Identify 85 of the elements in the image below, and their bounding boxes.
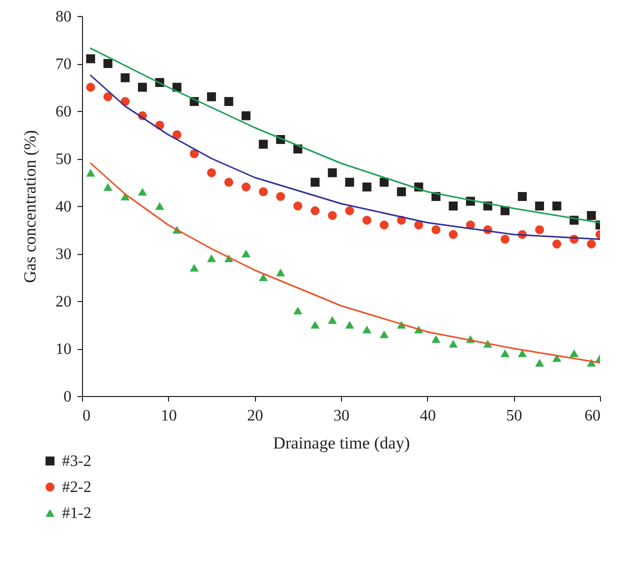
point bbox=[500, 234, 510, 244]
point bbox=[293, 306, 302, 314]
y-tick-label: 0 bbox=[64, 388, 72, 406]
point bbox=[120, 73, 130, 82]
point bbox=[380, 220, 389, 230]
point bbox=[535, 358, 544, 367]
y-tick-label: 60 bbox=[56, 104, 72, 120]
point bbox=[242, 111, 251, 120]
line-series bbox=[90, 162, 600, 364]
point bbox=[242, 182, 251, 192]
point bbox=[448, 202, 458, 210]
point bbox=[207, 92, 216, 102]
line-series bbox=[90, 74, 600, 240]
point bbox=[518, 192, 527, 201]
y-tick-label: 30 bbox=[56, 246, 72, 263]
point bbox=[258, 273, 268, 282]
point bbox=[500, 349, 510, 358]
point bbox=[362, 216, 372, 225]
legend-label: #2-2 bbox=[62, 479, 92, 496]
y-axis-title: Gas concentration (%) bbox=[20, 130, 40, 283]
x-tick-label: 40 bbox=[420, 408, 436, 424]
point bbox=[362, 326, 372, 334]
point bbox=[276, 192, 286, 201]
point bbox=[586, 211, 596, 220]
point bbox=[155, 202, 164, 210]
y-tick-label: 10 bbox=[56, 341, 72, 358]
point bbox=[396, 187, 406, 196]
point bbox=[103, 183, 112, 191]
point bbox=[328, 316, 337, 324]
point bbox=[328, 168, 337, 178]
legend-label: #1-2 bbox=[62, 505, 92, 522]
point bbox=[86, 54, 96, 64]
point bbox=[380, 330, 389, 338]
point bbox=[552, 354, 562, 362]
point bbox=[431, 225, 440, 234]
point bbox=[224, 178, 234, 187]
point bbox=[310, 206, 320, 216]
point bbox=[293, 202, 302, 210]
point bbox=[86, 168, 96, 177]
point bbox=[535, 202, 544, 210]
x-tick-label: 20 bbox=[247, 408, 264, 424]
point bbox=[172, 130, 182, 140]
point bbox=[138, 82, 147, 92]
point bbox=[258, 140, 268, 149]
point bbox=[570, 349, 579, 358]
point bbox=[207, 168, 216, 178]
point bbox=[448, 340, 458, 348]
x-tick-label: 0 bbox=[82, 408, 90, 424]
y-tick-label: 80 bbox=[56, 8, 72, 26]
point bbox=[414, 220, 424, 230]
point bbox=[362, 182, 372, 192]
point bbox=[258, 187, 268, 196]
point bbox=[345, 178, 354, 187]
point bbox=[103, 59, 112, 68]
point bbox=[535, 225, 544, 234]
y-tick-label: 40 bbox=[56, 198, 72, 216]
point bbox=[310, 178, 320, 187]
point bbox=[310, 320, 320, 329]
point bbox=[345, 320, 354, 329]
point bbox=[242, 250, 251, 258]
point bbox=[86, 82, 96, 92]
x-axis-title: Drainage time (day) bbox=[273, 434, 410, 452]
point bbox=[586, 240, 596, 248]
point bbox=[552, 202, 562, 210]
point bbox=[431, 335, 440, 343]
x-tick-label: 50 bbox=[506, 408, 522, 424]
y-tick-label: 50 bbox=[56, 151, 72, 168]
y-tick-label: 70 bbox=[56, 56, 72, 73]
legend-label: #3-2 bbox=[62, 453, 92, 470]
x-tick-label: 60 bbox=[584, 408, 600, 424]
point bbox=[328, 211, 337, 220]
point bbox=[448, 230, 458, 239]
point bbox=[345, 206, 354, 216]
x-tick-label: 10 bbox=[160, 408, 177, 424]
point bbox=[190, 149, 199, 158]
point bbox=[103, 92, 112, 102]
point bbox=[380, 178, 389, 187]
point bbox=[224, 97, 234, 106]
point bbox=[207, 254, 216, 262]
y-tick-label: 20 bbox=[56, 294, 72, 310]
point bbox=[190, 264, 199, 272]
point bbox=[276, 268, 286, 276]
point bbox=[138, 188, 147, 196]
x-tick-label: 30 bbox=[334, 408, 350, 424]
point bbox=[552, 240, 562, 248]
